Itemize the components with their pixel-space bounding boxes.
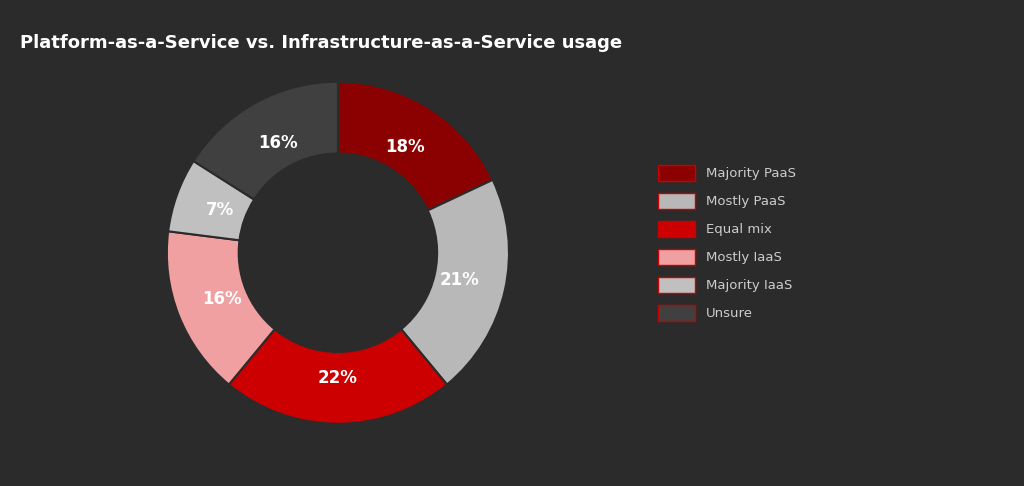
Wedge shape <box>229 329 446 424</box>
Wedge shape <box>194 82 338 200</box>
Text: 16%: 16% <box>258 134 298 152</box>
Wedge shape <box>168 161 254 240</box>
Text: Platform-as-a-Service vs. Infrastructure-as-a-Service usage: Platform-as-a-Service vs. Infrastructure… <box>20 34 623 52</box>
Text: 21%: 21% <box>440 271 479 289</box>
Text: 7%: 7% <box>206 201 234 219</box>
Legend: Majority PaaS, Mostly PaaS, Equal mix, Mostly IaaS, Majority IaaS, Unsure: Majority PaaS, Mostly PaaS, Equal mix, M… <box>651 158 803 328</box>
Text: 22%: 22% <box>318 368 357 386</box>
Wedge shape <box>338 82 493 210</box>
Text: 18%: 18% <box>385 139 425 156</box>
Text: 16%: 16% <box>202 290 242 308</box>
Wedge shape <box>167 231 274 384</box>
Wedge shape <box>401 180 509 384</box>
